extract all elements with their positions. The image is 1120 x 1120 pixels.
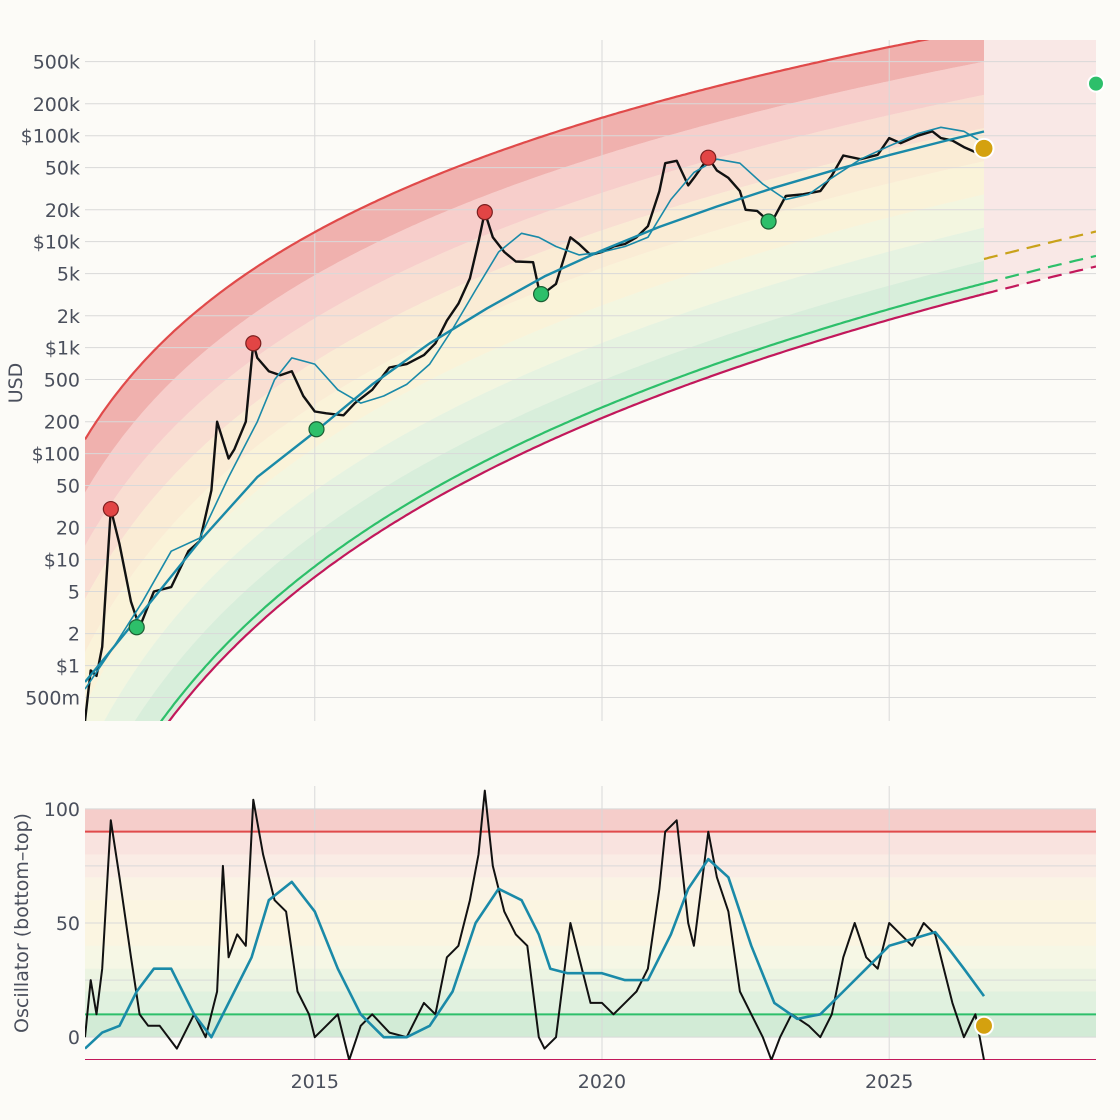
oscillator-y-ticks: 100 50 0 xyxy=(44,799,80,1049)
cycle-bottom-marker xyxy=(532,286,550,303)
median-projection xyxy=(983,230,1096,261)
x-tick-label: 2025 xyxy=(865,1071,913,1093)
price-y-ticks: 500k 200k $100k 50k 20k $10k 5k 2k $1k 500 200 $100… xyxy=(21,52,80,710)
price-y-tick-label: $1k xyxy=(45,338,80,360)
rainbow-band xyxy=(85,61,984,546)
x-ticks: 2015 2020 2025 xyxy=(291,1071,914,1093)
price-grid xyxy=(85,40,1096,721)
price-y-tick-label: 50k xyxy=(45,158,80,180)
rainbow-band xyxy=(85,40,984,493)
oscillator-series-line xyxy=(85,789,985,1060)
price-y-tick-label: 5k xyxy=(57,264,80,286)
cycle-top-marker xyxy=(245,335,262,352)
rainbow-band xyxy=(85,161,984,706)
oscillator-y-tick-label: 100 xyxy=(44,799,80,821)
cycle-top-marker xyxy=(102,500,119,518)
lower-band-projection xyxy=(983,265,1096,296)
price-lines xyxy=(85,9,1096,721)
oscillator-zone xyxy=(85,831,1096,855)
oscillator-y-tick-label: 50 xyxy=(56,913,80,935)
rainbow-band xyxy=(104,227,984,721)
price-series-line xyxy=(85,130,985,721)
cycle-bottom-marker xyxy=(128,619,145,636)
oscillator-y-axis-title: Oscillator (bottom–top) xyxy=(11,813,33,1033)
price-y-tick-label: $10k xyxy=(33,232,80,254)
cycle-top-marker xyxy=(476,204,493,221)
price-y-tick-label: 500k xyxy=(33,52,80,74)
price-y-tick-label: $1 xyxy=(56,656,80,678)
price-y-tick-label: 5 xyxy=(68,582,80,604)
rainbow-band xyxy=(85,94,984,600)
oscillator-zones xyxy=(85,808,1096,1038)
upper-band-line xyxy=(85,40,930,440)
price-y-tick-label: 2 xyxy=(68,624,80,646)
price-series-line xyxy=(85,130,985,683)
price-y-tick-label: 200 xyxy=(44,412,80,434)
price-y-tick-label: 20 xyxy=(56,518,80,540)
rainbow-band xyxy=(85,128,984,653)
price-y-tick-label: 500m xyxy=(25,687,80,709)
price-series-line xyxy=(85,126,985,690)
oscillator-zone xyxy=(85,877,1096,901)
price-y-tick-label: 2k xyxy=(57,306,80,328)
oscillator-lines xyxy=(85,789,1096,1060)
oscillator-zone xyxy=(85,945,1096,969)
upper-band-projection xyxy=(984,9,1096,29)
price-y-axis-title: USD xyxy=(5,363,27,404)
price-y-tick-label: $100k xyxy=(21,126,80,148)
cycle-bottom-marker xyxy=(308,421,325,438)
price-y-tick-label: $10 xyxy=(44,550,80,572)
x-tick-label: 2015 xyxy=(291,1071,339,1093)
current-price-marker xyxy=(973,137,995,159)
oscillator-zone xyxy=(85,1014,1096,1038)
oscillator-y-tick-label: 0 xyxy=(68,1027,80,1049)
cycle-top-marker xyxy=(700,149,717,166)
price-panel: 500k 200k $100k 50k 20k $10k 5k 2k $1k 500 200 $100… xyxy=(5,9,1105,721)
cycle-bottom-marker xyxy=(760,213,777,230)
rainbow-bands xyxy=(85,40,1096,721)
current-oscillator-marker xyxy=(973,1015,994,1036)
projected-band xyxy=(984,40,1096,294)
price-y-tick-label: $100 xyxy=(32,444,80,466)
price-markers xyxy=(102,74,1105,636)
projected-marker xyxy=(1087,74,1105,93)
rainbow-band xyxy=(85,194,984,721)
oscillator-panel: 100 50 0 2015 2020 2025 Oscillator (bottom–t… xyxy=(11,786,1096,1093)
support-band-projection xyxy=(983,254,1096,285)
x-tick-label: 2020 xyxy=(578,1071,626,1093)
lower-band-line xyxy=(167,292,985,721)
oscillator-zone xyxy=(85,808,1096,832)
price-y-tick-label: 500 xyxy=(44,370,80,392)
oscillator-markers xyxy=(973,1015,994,1036)
support-band-line xyxy=(159,282,985,721)
price-y-tick-label: 50 xyxy=(56,476,80,498)
price-y-tick-label: 200k xyxy=(33,94,80,116)
oscillator-series-line xyxy=(85,857,986,1050)
price-y-tick-label: 20k xyxy=(45,200,80,222)
